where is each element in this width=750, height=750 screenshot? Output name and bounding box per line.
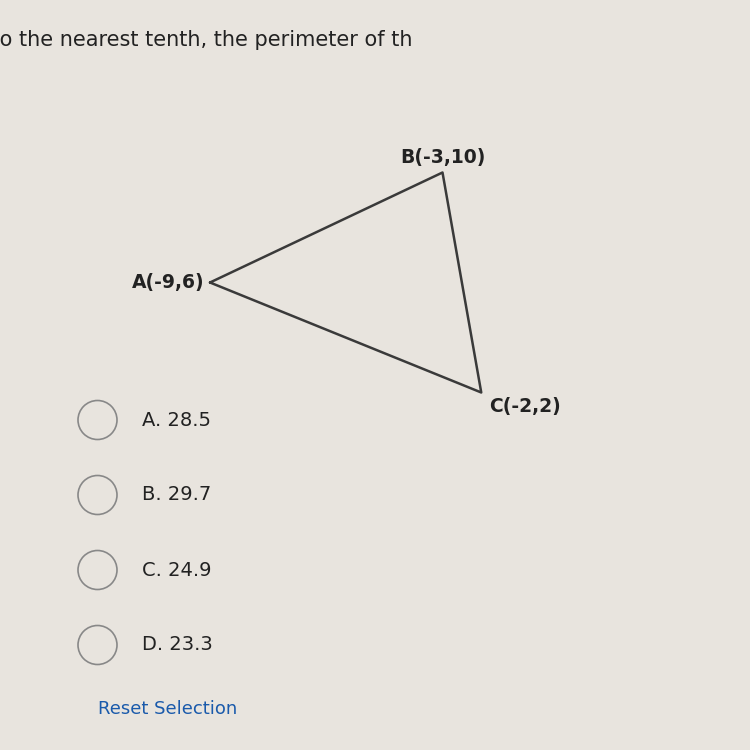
Text: Determine, to the nearest tenth, the perimeter of th: Determine, to the nearest tenth, the per… (0, 30, 413, 50)
Text: B. 29.7: B. 29.7 (142, 485, 211, 505)
Text: C. 24.9: C. 24.9 (142, 560, 212, 580)
Text: C(-2,2): C(-2,2) (489, 397, 561, 416)
Text: A(-9,6): A(-9,6) (131, 273, 204, 292)
Text: D. 23.3: D. 23.3 (142, 635, 213, 655)
Text: A. 28.5: A. 28.5 (142, 410, 211, 430)
Text: B(-3,10): B(-3,10) (400, 148, 485, 167)
Text: Reset Selection: Reset Selection (98, 700, 237, 718)
